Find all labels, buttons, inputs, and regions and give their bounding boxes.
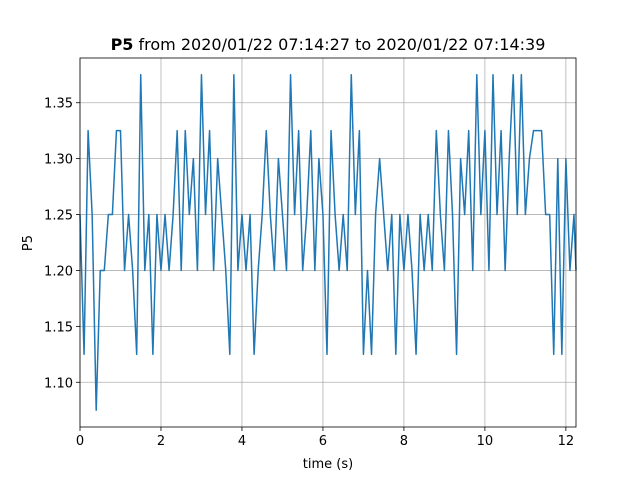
y-tick-label: 1.25 <box>44 209 73 224</box>
chart-title: P5 from 2020/01/22 07:14:27 to 2020/01/2… <box>111 35 546 54</box>
y-tick-label: 1.30 <box>44 153 73 168</box>
y-axis-label: P5 <box>21 235 36 251</box>
x-tick-label: 4 <box>238 434 246 449</box>
x-tick-label: 6 <box>319 434 327 449</box>
x-tick-label: 8 <box>400 434 408 449</box>
x-tick-label: 10 <box>477 434 494 449</box>
data-line <box>79 74 577 411</box>
title-text: from 2020/01/22 07:14:27 to 2020/01/22 0… <box>139 35 546 54</box>
y-tick-label: 1.20 <box>44 264 73 279</box>
y-tick-label: 1.10 <box>44 376 73 391</box>
plot-frame <box>79 57 577 428</box>
x-axis-label: time (s) <box>303 457 353 472</box>
title-name: P5 <box>111 35 134 54</box>
y-tick-label: 1.35 <box>44 97 73 112</box>
y-tick-label: 1.15 <box>44 320 73 335</box>
x-tick-label: 0 <box>76 434 84 449</box>
x-tick-label: 2 <box>157 434 165 449</box>
x-tick-label: 12 <box>558 434 575 449</box>
